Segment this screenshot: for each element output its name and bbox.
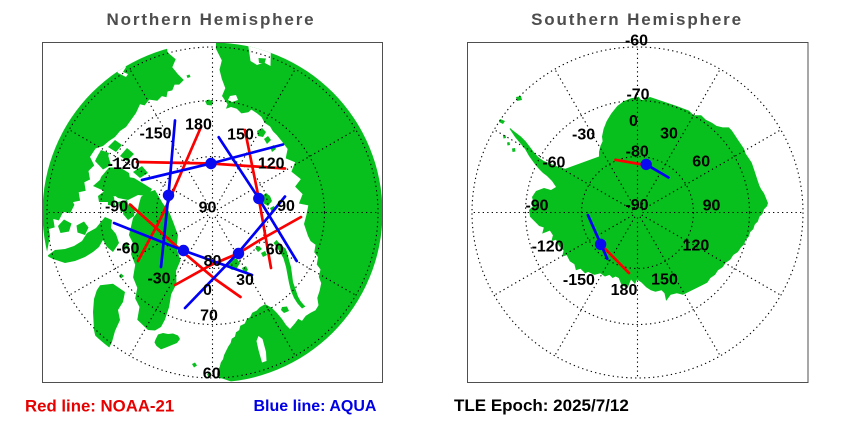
svg-text:-150: -150 bbox=[139, 126, 171, 143]
svg-text:-90: -90 bbox=[105, 199, 128, 216]
svg-text:-90: -90 bbox=[525, 198, 548, 215]
svg-text:30: 30 bbox=[236, 272, 254, 289]
svg-text:Southern Hemisphere: Southern Hemisphere bbox=[531, 10, 743, 29]
svg-text:-80: -80 bbox=[626, 144, 649, 161]
svg-text:70: 70 bbox=[200, 308, 218, 325]
svg-text:Red line: NOAA-21: Red line: NOAA-21 bbox=[25, 397, 174, 416]
svg-text:150: 150 bbox=[651, 271, 678, 288]
svg-text:-120: -120 bbox=[108, 156, 140, 173]
svg-text:180: 180 bbox=[185, 117, 212, 134]
svg-text:60: 60 bbox=[203, 366, 221, 383]
svg-text:150: 150 bbox=[227, 127, 254, 144]
svg-text:180: 180 bbox=[611, 282, 638, 299]
svg-text:120: 120 bbox=[683, 238, 710, 255]
svg-text:60: 60 bbox=[692, 154, 710, 171]
svg-text:90: 90 bbox=[703, 198, 721, 215]
svg-text:-150: -150 bbox=[563, 272, 595, 289]
svg-text:-30: -30 bbox=[572, 127, 595, 144]
svg-text:60: 60 bbox=[266, 241, 284, 258]
svg-text:0: 0 bbox=[203, 282, 212, 299]
svg-text:30: 30 bbox=[660, 125, 678, 142]
svg-text:80: 80 bbox=[204, 253, 222, 270]
svg-text:-60: -60 bbox=[625, 33, 648, 50]
svg-text:0: 0 bbox=[629, 113, 638, 130]
svg-text:Northern Hemisphere: Northern Hemisphere bbox=[107, 10, 316, 29]
svg-text:-90: -90 bbox=[625, 197, 648, 214]
svg-text:-30: -30 bbox=[147, 271, 170, 288]
svg-text:Blue line: AQUA: Blue line: AQUA bbox=[254, 398, 377, 415]
svg-text:120: 120 bbox=[258, 156, 285, 173]
svg-text:-60: -60 bbox=[116, 241, 139, 258]
svg-text:-60: -60 bbox=[542, 154, 565, 171]
svg-text:-70: -70 bbox=[626, 86, 649, 103]
svg-text:90: 90 bbox=[277, 198, 295, 215]
svg-text:-120: -120 bbox=[532, 238, 564, 255]
svg-text:90: 90 bbox=[199, 200, 217, 217]
svg-text:TLE Epoch: 2025/7/12: TLE Epoch: 2025/7/12 bbox=[454, 396, 629, 415]
